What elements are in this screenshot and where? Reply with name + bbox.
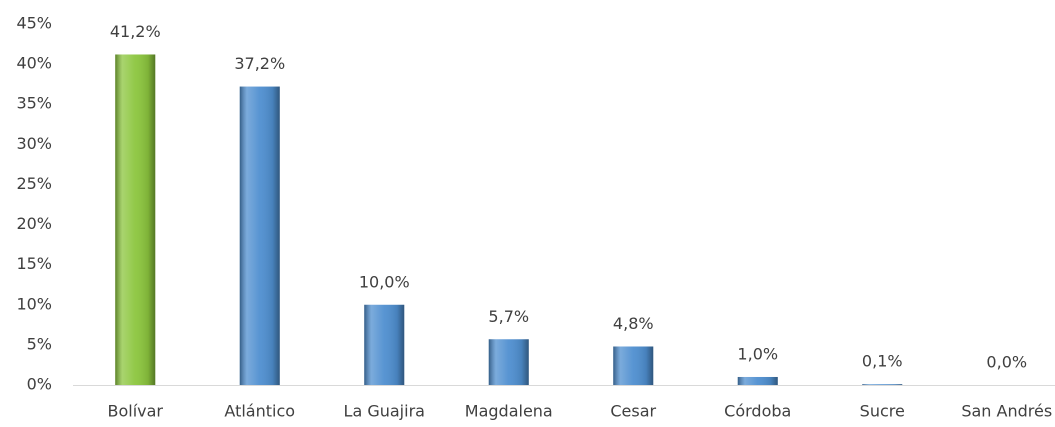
x-tick-label: San Andrés — [961, 402, 1052, 421]
bar-shade — [239, 86, 280, 385]
bar-shade — [737, 376, 778, 385]
value-label: 41,2% — [110, 22, 161, 41]
y-tick-label: 5% — [27, 334, 52, 353]
x-tick-label: Bolívar — [107, 402, 163, 421]
x-tick-label: Atlántico — [224, 402, 295, 421]
y-tick-label: 15% — [16, 254, 52, 273]
y-tick-label: 0% — [27, 375, 52, 394]
y-tick-label: 35% — [16, 94, 52, 113]
bar-shade — [488, 339, 529, 385]
x-tick-label: Sucre — [860, 402, 905, 421]
x-tick-label: Córdoba — [724, 402, 791, 421]
bar-shade — [115, 54, 156, 386]
value-label: 0,1% — [862, 352, 903, 371]
bar-shade — [862, 384, 903, 385]
y-tick-label: 45% — [16, 14, 52, 33]
x-tick-label: La Guajira — [344, 402, 425, 421]
y-tick-label: 30% — [16, 134, 52, 153]
value-label: 1,0% — [737, 344, 778, 363]
y-tick-label: 25% — [16, 174, 52, 193]
value-label: 5,7% — [488, 307, 529, 326]
bar-shade — [613, 346, 654, 385]
value-label: 37,2% — [234, 54, 285, 73]
value-label: 4,8% — [613, 314, 654, 333]
x-tick-label: Cesar — [610, 402, 656, 421]
y-tick-label: 40% — [16, 54, 52, 73]
bar-shade — [364, 304, 405, 385]
x-tick-label: Magdalena — [465, 402, 553, 421]
value-label: 0,0% — [986, 353, 1027, 372]
y-tick-label: 10% — [16, 294, 52, 313]
value-label: 10,0% — [359, 272, 410, 291]
y-tick-label: 20% — [16, 214, 52, 233]
